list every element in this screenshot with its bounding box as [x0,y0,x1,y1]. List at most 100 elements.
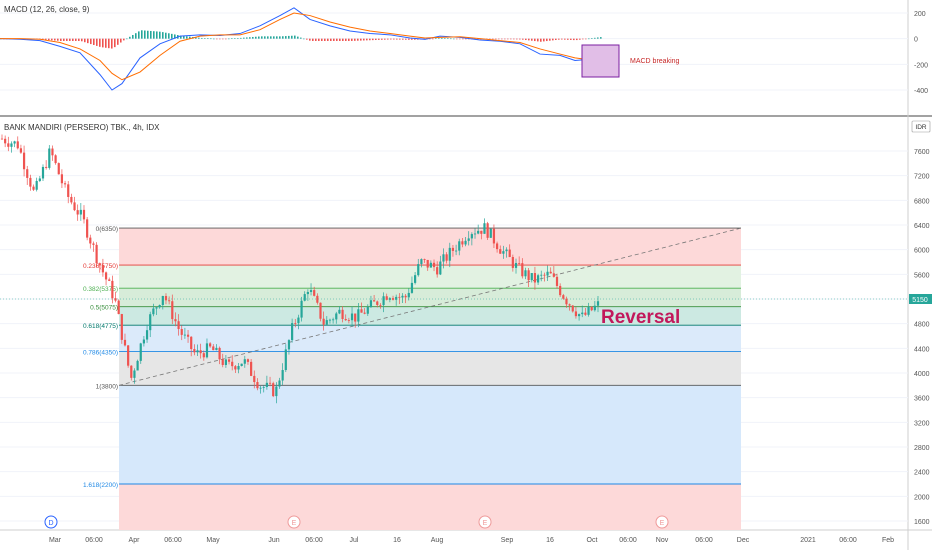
candle-body [587,306,590,315]
candle-body [152,308,155,315]
candle-body [470,234,473,239]
candle-body [149,314,152,331]
macd-histogram-bar [594,37,596,39]
candle-body [454,250,458,252]
time-tick-label: Sep [501,537,514,544]
macd-histogram-bar [210,38,212,40]
candle-body [133,370,136,378]
candle-body [461,241,464,245]
macd-histogram-bar [111,38,113,49]
candle-body [511,257,514,268]
candle-body [483,223,486,234]
macd-histogram-bar [189,36,191,39]
price-tick-label: 3600 [914,396,930,403]
candle-body [590,306,593,311]
candle-body [417,264,420,276]
candle-body [142,339,146,344]
candle-body [29,177,32,187]
candle-body [480,230,483,234]
macd-histogram-bar [438,38,440,39]
candle-body [60,174,64,184]
macd-histogram-bar [393,38,395,40]
macd-histogram-bar [87,38,89,44]
macd-histogram-bar [501,38,503,40]
macd-histogram-bar [126,38,128,40]
macd-histogram-bar [342,38,344,41]
candle-body [104,272,108,280]
macd-histogram-bar [591,38,593,39]
candle-body [155,307,158,309]
time-tick-label: Jul [350,537,359,544]
macd-breaking-box [581,44,620,78]
macd-histogram-bar [429,38,431,40]
macd-histogram-bar [213,38,215,40]
macd-histogram-bar [432,38,434,40]
time-tick-label: 16 [546,537,554,544]
macd-histogram-bar [582,38,584,40]
candle-body [391,298,395,300]
macd-histogram-bar [294,35,296,39]
fib-zone [119,288,741,307]
macd-histogram-bar [288,35,290,39]
price-marker [909,294,932,304]
macd-histogram-bar [168,33,170,39]
candle-body [45,166,48,168]
candle-body [54,155,57,164]
macd-histogram-bar [204,38,206,39]
macd-histogram-bar [441,37,443,39]
candle-body [521,263,524,277]
time-tick-label: 06:00 [85,537,103,544]
candle-body [325,320,328,325]
macd-annotation: MACD breaking [630,58,680,65]
candle-body [363,312,366,314]
candle-body [499,249,502,254]
macd-histogram-bar [525,38,527,41]
macd-line [0,7,601,91]
macd-histogram-bar [63,38,65,41]
macd-histogram-bar [375,38,377,41]
candle-body [332,319,335,321]
candle-body [73,202,76,211]
macd-histogram-bar [216,38,218,40]
candle-body [275,386,278,397]
macd-histogram-bar [384,38,386,40]
macd-histogram-bar [450,38,452,40]
candle-body [240,363,243,367]
candle-body [559,285,562,296]
macd-histogram-bar [174,34,176,39]
macd-histogram-bar [255,36,257,39]
macd-histogram-bar [573,38,575,41]
macd-histogram-bar [186,36,188,39]
event-marker-label: E [292,520,297,527]
macd-histogram-bar [225,38,227,40]
macd-histogram-bar [390,38,392,40]
candle-body [196,350,199,353]
candle-body [388,298,391,300]
macd-histogram-bar [414,38,416,40]
time-tick-label: 16 [393,537,401,544]
macd-histogram-bar [282,36,284,39]
candle-body [319,302,322,319]
macd-histogram-bar [600,37,602,39]
candle-body [328,319,332,321]
price-tick-label: 3200 [914,420,930,427]
candle-body [186,334,190,337]
price-marker-label: 5150 [912,297,928,304]
candle-body [451,247,455,251]
time-tick-label: Oct [587,537,598,544]
candle-body [284,349,287,371]
time-tick-label: Jun [268,537,279,544]
macd-histogram-bar [66,38,68,41]
macd-histogram-bar [96,38,98,46]
macd-histogram-bar [411,38,413,40]
reversal-annotation: Reversal [601,307,680,328]
macd-histogram-bar [552,38,554,41]
fib-zone [119,385,741,484]
macd-histogram-bar [138,31,140,39]
macd-histogram-bar [321,38,323,41]
currency-label: IDR [915,124,927,131]
macd-histogram-bar [564,38,566,40]
candle-body [565,298,568,305]
macd-histogram-bar [141,30,143,39]
